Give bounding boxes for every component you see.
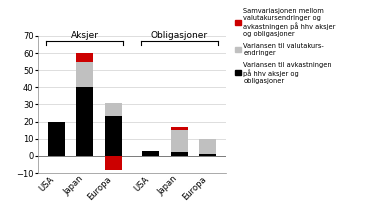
Bar [105, 116, 122, 156]
Bar [76, 53, 93, 62]
Bar [142, 151, 159, 156]
Text: Obligasjoner: Obligasjoner [150, 31, 208, 40]
Bar [199, 139, 216, 154]
Bar [105, 156, 122, 170]
Bar [48, 122, 65, 156]
Bar [76, 62, 93, 87]
Bar [170, 130, 188, 152]
Bar [199, 154, 216, 156]
Bar [76, 87, 93, 156]
Text: Aksjer: Aksjer [71, 31, 99, 40]
Bar [170, 152, 188, 156]
Legend: Samvariasjonen mellom
valutakursendringer og
avkastningen på hhv aksjer
og oblig: Samvariasjonen mellom valutakursendringe… [235, 8, 336, 84]
Bar [105, 103, 122, 116]
Bar [170, 127, 188, 130]
